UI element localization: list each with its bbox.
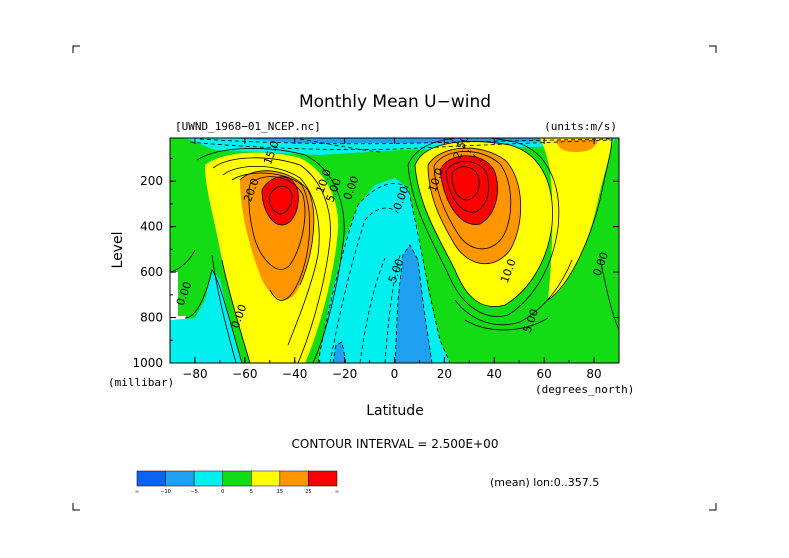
chart-title: Monthly Mean U−wind [299,92,491,112]
colorbar-tick-label: 25 [305,489,311,495]
contour-field: 15.020.0 10.05.000.00 0.000.000.005.0010.0… [170,138,619,363]
units-label: (units:m/s) [544,120,617,133]
x-tick-label: −40 [282,367,307,381]
colorbar-tick-label: ∞ [335,489,339,495]
colorbar-tick-label: −10 [160,489,171,495]
y-units-label: (millibar) [108,376,174,389]
colorbar-tick-label: ∞ [135,489,139,495]
x-tick-label: −80 [182,367,207,381]
blue-strip-top [230,138,600,143]
y-tick-label: 600 [140,265,163,279]
colorbar: ∞ −10 −5 0 5 15 25 ∞ [135,470,339,495]
x-tick-label: 0 [391,367,399,381]
dataset-label: [UWND_1968−01_NCEP.nc] [175,120,321,133]
colorbar-swatch [308,470,338,487]
y-tick-label: 800 [140,311,163,325]
nh-jet-red [440,155,498,225]
y-tick-label: 1000 [132,356,163,370]
y-tick-label: 400 [140,220,163,234]
negative-contours [189,138,613,363]
x-axis-ticks: −80 −60 −40 −20 0 20 40 60 80 [169,138,620,381]
x-axis-label: Latitude [366,403,424,419]
colorbar-tick-label: −5 [190,489,197,495]
colorbar-swatch [165,470,195,487]
contour-labels: 15.020.0 10.05.000.00 0.000.000.005.0010.0… [174,138,611,335]
mean-label: (mean) lon:0..357.5 [490,476,599,489]
nh-upper-right-orange [556,140,598,152]
colorbar-swatch [279,470,309,487]
colorbar-tick-label: 15 [277,489,283,495]
y-axis-ticks: 200 400 600 800 1000 [132,157,619,370]
colorbar-swatch [251,470,281,487]
x-tick-label: −20 [332,367,357,381]
colorbar-tick-label: 0 [221,489,224,495]
x-tick-label: 20 [437,367,452,381]
y-tick-label: 200 [140,174,163,188]
contour-lines [170,138,619,363]
x-tick-label: 60 [537,367,552,381]
cyan-region-sh [170,270,242,363]
y-axis-label: Level [110,232,126,269]
x-units-label: (degrees_north) [535,383,634,396]
colorbar-swatch [222,470,252,487]
colorbar-swatch [136,470,166,487]
colorbar-swatch [193,470,223,487]
colorbar-tick-label: 5 [250,489,253,495]
x-tick-label: −60 [232,367,257,381]
x-tick-label: 80 [586,367,601,381]
nh-upper-right-yellow [540,138,612,300]
contour-interval-label: CONTOUR INTERVAL = 2.500E+00 [292,437,499,451]
x-tick-label: 40 [487,367,502,381]
corner-marks [72,45,717,511]
blue-core-tropics [395,245,432,363]
